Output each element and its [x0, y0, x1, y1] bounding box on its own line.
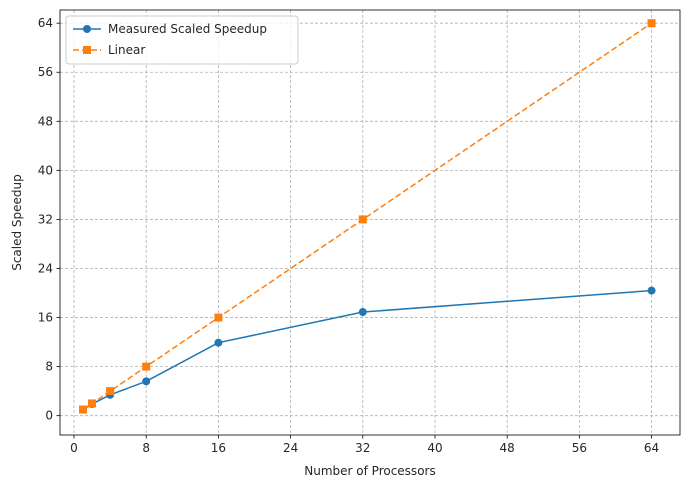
series-layer: [79, 19, 656, 414]
y-axis-label: Scaled Speedup: [10, 174, 24, 271]
axis-ticks: 0 8 16 24 32 40 48 56 64 0 8 16 24 32 40 48 56 64: [38, 16, 659, 455]
x-tick-label: 64: [644, 441, 659, 455]
y-tick-label: 16: [38, 311, 53, 325]
legend: Measured Scaled Speedup Linear: [65, 15, 299, 65]
x-tick-label: 24: [283, 441, 298, 455]
data-point: [88, 399, 97, 408]
y-tick-label: 8: [45, 360, 53, 374]
data-point: [358, 308, 367, 317]
y-tick-label: 24: [38, 261, 53, 275]
x-tick-label: 0: [70, 441, 78, 455]
data-point: [647, 286, 656, 295]
legend-label: Linear: [108, 43, 145, 57]
y-tick-label: 0: [45, 409, 53, 423]
y-tick-label: 48: [38, 114, 53, 128]
plot-frame: [59, 9, 681, 436]
x-tick-label: 8: [142, 441, 150, 455]
legend-label: Measured Scaled Speedup: [108, 22, 267, 36]
x-tick-label: 40: [427, 441, 442, 455]
legend-box: [65, 15, 299, 65]
x-tick-label: 56: [572, 441, 587, 455]
data-point: [214, 338, 223, 347]
data-point: [142, 377, 151, 386]
y-tick-label: 32: [38, 212, 53, 226]
y-tick-label: 56: [38, 65, 53, 79]
legend-marker: [83, 46, 91, 54]
data-point: [79, 405, 88, 414]
y-tick-label: 40: [38, 163, 53, 177]
x-tick-label: 48: [500, 441, 515, 455]
series-2: [79, 19, 656, 414]
data-point: [647, 19, 656, 28]
data-point: [358, 215, 367, 224]
legend-marker: [83, 25, 91, 33]
data-point: [214, 313, 223, 322]
x-axis-label: Number of Processors: [304, 464, 435, 478]
x-tick-label: 32: [355, 441, 370, 455]
grid: [60, 10, 680, 435]
y-tick-label: 64: [38, 16, 53, 30]
data-point: [106, 387, 115, 396]
legend-entry: Measured Scaled Speedup: [73, 22, 267, 36]
data-point: [142, 362, 151, 371]
legend-entry: Linear: [73, 43, 145, 57]
x-tick-label: 16: [211, 441, 226, 455]
